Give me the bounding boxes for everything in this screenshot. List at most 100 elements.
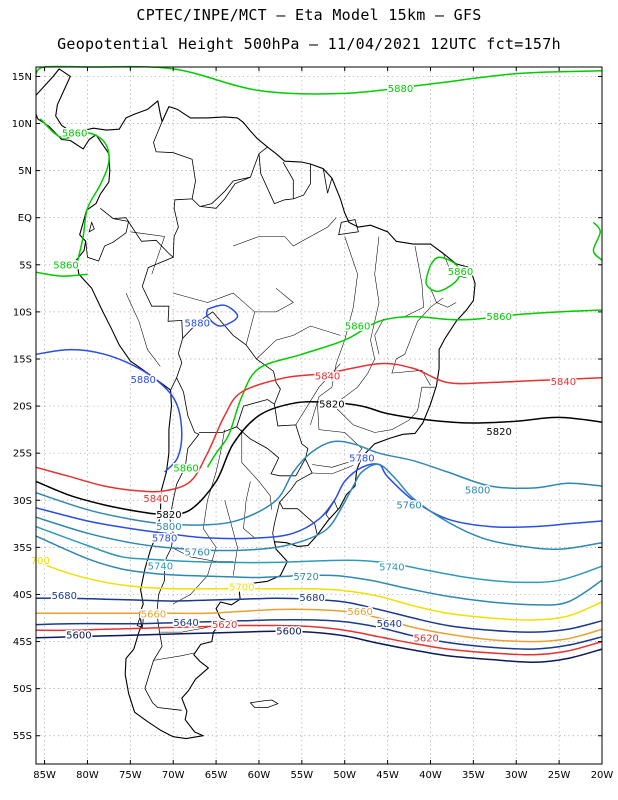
state-border	[256, 325, 341, 360]
country-border	[85, 207, 130, 262]
contour-label-5880: 5880	[184, 319, 209, 330]
lat-tick-label: 5N	[18, 166, 32, 177]
lat-tick-label: 45S	[13, 637, 32, 648]
contour-label-5600: 5600	[276, 627, 301, 638]
contour-label-5800: 5800	[156, 522, 181, 533]
contour-label-5640: 5640	[377, 619, 402, 630]
contour-line-5600	[35, 630, 603, 664]
state-border	[243, 481, 255, 539]
lon-tick-label: 70W	[162, 770, 185, 781]
island-outline	[249, 699, 279, 708]
lon-tick-label: 20W	[591, 770, 614, 781]
state-border	[130, 231, 165, 275]
contour-line-5800	[35, 440, 603, 526]
lat-tick-label: 10S	[13, 307, 32, 318]
lat-tick-label: EQ	[18, 213, 32, 224]
state-border	[430, 288, 457, 308]
contour-line-5820	[35, 401, 603, 516]
lon-tick-label: 60W	[248, 770, 271, 781]
state-border	[224, 500, 238, 576]
contour-label-5860: 5860	[53, 260, 78, 271]
contour-label-5620: 5620	[413, 633, 438, 644]
contour-line-5880	[205, 304, 239, 327]
contour-line-5720	[35, 535, 603, 606]
map-frame	[35, 66, 603, 765]
contour-label-5640: 5640	[173, 618, 198, 629]
contour-label-5760: 5760	[184, 548, 209, 559]
lon-tick-label: 40W	[419, 770, 442, 781]
lat-tick-label: 55S	[13, 731, 32, 742]
country-border	[144, 377, 200, 711]
contour-label-5860: 5860	[486, 312, 511, 323]
state-border	[312, 401, 363, 468]
lat-tick-label: 20S	[13, 402, 32, 413]
contour-line-5860	[35, 271, 88, 277]
lon-tick-label: 55W	[291, 770, 314, 781]
contour-line-5660	[36, 608, 603, 643]
lon-tick-label: 35W	[462, 770, 485, 781]
country-border	[141, 256, 184, 391]
lat-tick-label: 30S	[13, 496, 32, 507]
state-border	[171, 547, 234, 562]
coastline-borders	[35, 68, 476, 740]
country-border	[182, 311, 281, 433]
contour-label-5860: 5860	[448, 267, 473, 278]
lagoon-outline	[325, 500, 339, 520]
state-border	[310, 236, 358, 425]
contour-label-5840: 5840	[315, 371, 340, 382]
state-border	[173, 288, 294, 313]
contour-line-5880	[35, 65, 603, 95]
contour-label-5600: 5600	[66, 630, 91, 641]
contour-line-5880	[35, 348, 183, 473]
lat-tick-label: 40S	[13, 590, 32, 601]
state-border	[374, 245, 424, 355]
contour-line-5760	[35, 463, 603, 552]
contour-label-5820: 5820	[319, 400, 344, 411]
contour-line-5700	[35, 560, 603, 621]
contour-line-5860	[39, 118, 110, 264]
contour-labels: 5880 5860 5860 5860 5860 5860 5860 5880 5880 5840…	[29, 83, 577, 646]
height-contours	[35, 65, 603, 664]
contour-line-5640	[35, 618, 603, 650]
contour-label-5820: 5820	[486, 427, 511, 438]
contour-label-5660: 5660	[141, 610, 166, 621]
country-border	[200, 176, 251, 207]
grid-lines	[36, 67, 603, 764]
contour-label-5700: 5700	[229, 582, 254, 593]
contour-label-5780: 5780	[152, 533, 177, 544]
state-border	[443, 253, 467, 279]
contour-label-5720: 5720	[293, 572, 318, 583]
lon-tick-label: 30W	[505, 770, 528, 781]
lat-tick-label: 35S	[13, 543, 32, 554]
state-border	[336, 386, 435, 433]
contour-line-5680	[35, 597, 603, 633]
lat-tick-label: 25S	[13, 449, 32, 460]
contour-line-5860	[425, 256, 461, 293]
state-border	[312, 465, 354, 475]
contour-line-5840	[35, 362, 603, 493]
contour-label-5860: 5860	[173, 464, 198, 475]
contour-label-5880: 5880	[130, 375, 155, 386]
state-border	[331, 236, 380, 407]
island-outline	[88, 221, 95, 233]
lon-tick-label: 25W	[548, 770, 571, 781]
contour-label-5860: 5860	[345, 322, 370, 333]
contour-label-5800: 5800	[465, 485, 490, 496]
lon-tick-label: 85W	[33, 770, 56, 781]
country-border	[322, 168, 333, 194]
contour-label-5780: 5780	[349, 453, 374, 464]
lat-tick-label: 15S	[13, 354, 32, 365]
lat-tick-label: 10N	[12, 119, 32, 130]
country-border	[236, 404, 309, 477]
contour-label-5860: 5860	[62, 128, 87, 139]
country-border	[153, 121, 268, 209]
contour-line-5860	[592, 221, 603, 261]
contour-label-5740: 5740	[379, 563, 404, 574]
contour-label-5680: 5680	[299, 593, 324, 604]
island-outline	[136, 611, 144, 628]
contour-label-5840: 5840	[143, 494, 168, 505]
state-border	[153, 652, 195, 661]
country-border	[282, 161, 294, 199]
contour-label-5680: 5680	[52, 591, 77, 602]
contour-label-5760: 5760	[396, 500, 421, 511]
